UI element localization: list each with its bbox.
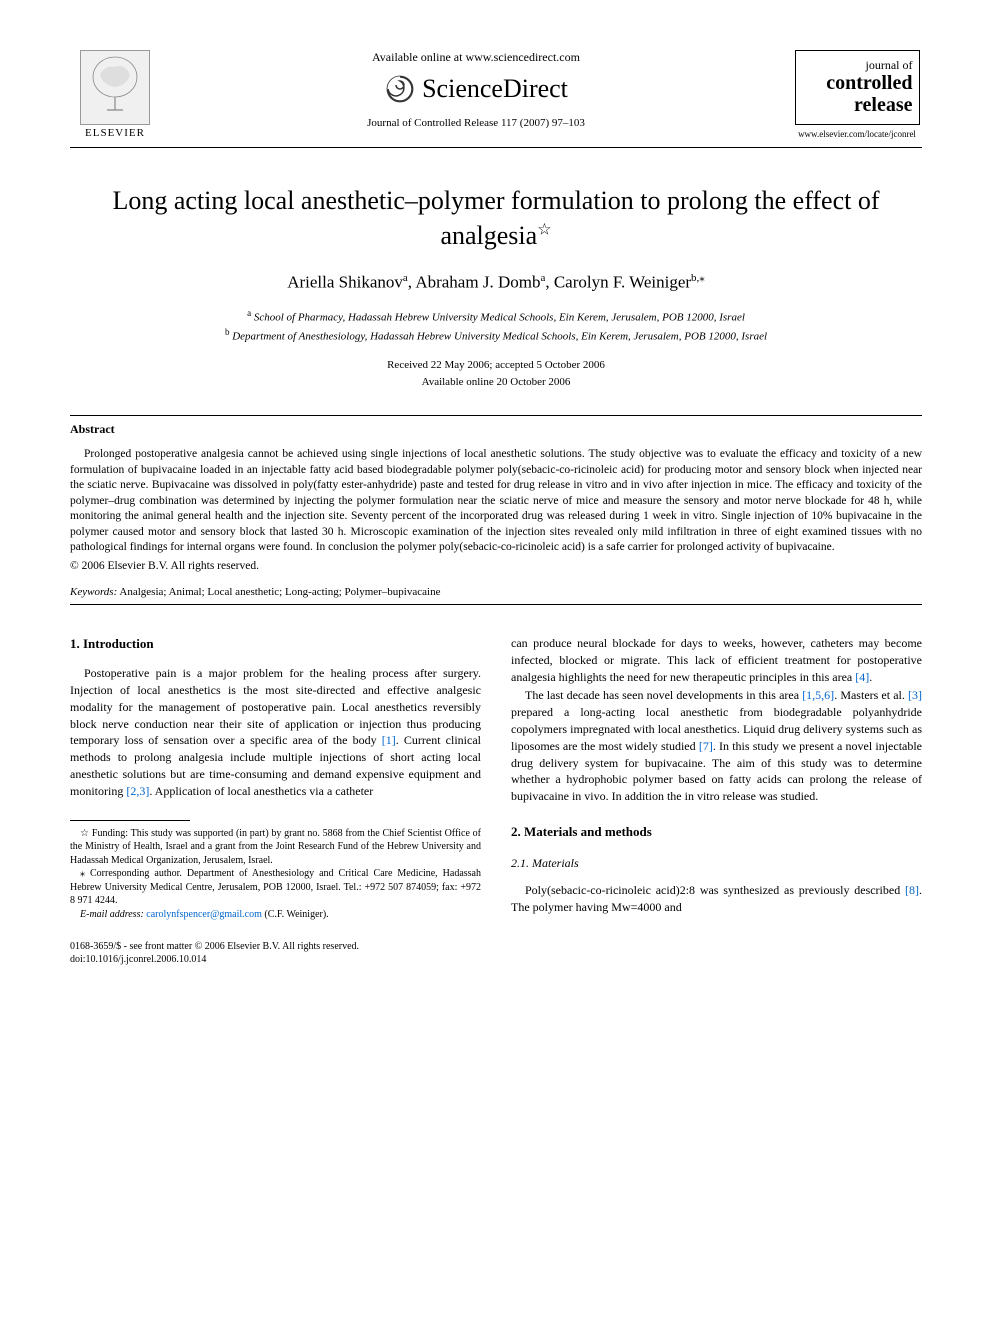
abstract-bottom-rule [70, 604, 922, 605]
abstract-text: Prolonged postoperative analgesia cannot… [70, 447, 922, 556]
abstract-top-rule [70, 415, 922, 416]
ref-link-7[interactable]: [7] [699, 739, 713, 753]
ref-link-156[interactable]: [1,5,6] [802, 688, 834, 702]
intro-para-3: The last decade has seen novel developme… [511, 687, 922, 805]
ref-link-23[interactable]: [2,3] [126, 784, 149, 798]
ref-link-1[interactable]: [1] [382, 733, 396, 747]
journal-title-box: journal of controlled release [795, 50, 920, 125]
intro-para-2: can produce neural blockade for days to … [511, 635, 922, 685]
article-title: Long acting local anesthetic–polymer for… [100, 183, 892, 253]
sciencedirect-text: ScienceDirect [422, 74, 568, 104]
email-label: E-mail address: [80, 909, 144, 920]
elsevier-text: ELSEVIER [85, 127, 145, 139]
body-columns: 1. Introduction Postoperative pain is a … [70, 635, 922, 922]
affil-b-sup: b [225, 327, 230, 337]
footnote-corresponding: ⁎ Corresponding author. Department of An… [70, 867, 481, 908]
footnote-funding-sup: ☆ [80, 828, 89, 839]
journal-controlled-text: controlled [802, 72, 913, 94]
center-header: Available online at www.sciencedirect.co… [160, 50, 792, 129]
affiliations: a School of Pharmacy, Hadassah Hebrew Un… [70, 307, 922, 345]
ref-link-4[interactable]: [4] [855, 670, 869, 684]
footnote-funding: ☆ Funding: This study was supported (in … [70, 827, 481, 868]
affil-a: School of Pharmacy, Hadassah Hebrew Univ… [254, 312, 745, 324]
abstract-heading: Abstract [70, 422, 922, 437]
title-text: Long acting local anesthetic–polymer for… [113, 186, 880, 250]
ref-link-3[interactable]: [3] [908, 688, 922, 702]
keywords-label: Keywords: [70, 586, 117, 598]
author-3: Carolyn F. Weiniger [554, 273, 691, 292]
keywords-text: Analgesia; Animal; Local anesthetic; Lon… [117, 586, 440, 598]
journal-release-text: release [802, 94, 913, 116]
affil-b: Department of Anesthesiology, Hadassah H… [232, 331, 767, 343]
authors-list: Ariella Shikanova, Abraham J. Domba, Car… [70, 271, 922, 293]
materials-subheading: 2.1. Materials [511, 855, 922, 872]
page-footer: 0168-3659/$ - see front matter © 2006 El… [70, 940, 922, 966]
ref-link-8[interactable]: [8] [905, 883, 919, 897]
article-dates: Received 22 May 2006; accepted 5 October… [70, 357, 922, 390]
author-1: Ariella Shikanov [287, 273, 403, 292]
elsevier-tree-icon [80, 50, 150, 125]
page-header: ELSEVIER Available online at www.science… [70, 50, 922, 139]
affil-a-sup: a [247, 308, 251, 318]
journal-reference: Journal of Controlled Release 117 (2007)… [180, 117, 772, 129]
right-column: can produce neural blockade for days to … [511, 635, 922, 922]
keywords: Keywords: Analgesia; Animal; Local anest… [70, 586, 922, 598]
intro-para-1: Postoperative pain is a major problem fo… [70, 665, 481, 799]
author-1-sup: a [403, 272, 408, 284]
title-footnote-star: ☆ [537, 222, 551, 239]
available-date: Available online 20 October 2006 [422, 376, 571, 388]
available-online-text: Available online at www.sciencedirect.co… [180, 50, 772, 65]
footnote-separator [70, 820, 190, 821]
journal-logo: journal of controlled release www.elsevi… [792, 50, 922, 139]
materials-para-1: Poly(sebacic-co-ricinoleic acid)2:8 was … [511, 882, 922, 916]
methods-heading: 2. Materials and methods [511, 823, 922, 841]
author-2: Abraham J. Domb [415, 273, 540, 292]
left-column: 1. Introduction Postoperative pain is a … [70, 635, 481, 922]
email-link[interactable]: carolynfspencer@gmail.com [146, 909, 262, 920]
footnote-email: E-mail address: carolynfspencer@gmail.co… [70, 908, 481, 922]
sciencedirect-logo: ScienceDirect [180, 73, 772, 105]
author-2-sup: a [540, 272, 545, 284]
introduction-heading: 1. Introduction [70, 635, 481, 653]
email-suffix: (C.F. Weiniger). [262, 909, 329, 920]
journal-of-text: journal of [802, 59, 913, 72]
journal-url: www.elsevier.com/locate/jconrel [798, 129, 916, 139]
footer-issn: 0168-3659/$ - see front matter © 2006 El… [70, 940, 922, 953]
abstract-copyright: © 2006 Elsevier B.V. All rights reserved… [70, 560, 922, 572]
received-date: Received 22 May 2006; accepted 5 October… [387, 359, 605, 371]
sciencedirect-swirl-icon [384, 73, 416, 105]
header-rule [70, 147, 922, 148]
elsevier-logo: ELSEVIER [70, 50, 160, 139]
footer-doi: doi:10.1016/j.jconrel.2006.10.014 [70, 953, 922, 966]
author-3-sup: b,⁎ [691, 272, 705, 284]
